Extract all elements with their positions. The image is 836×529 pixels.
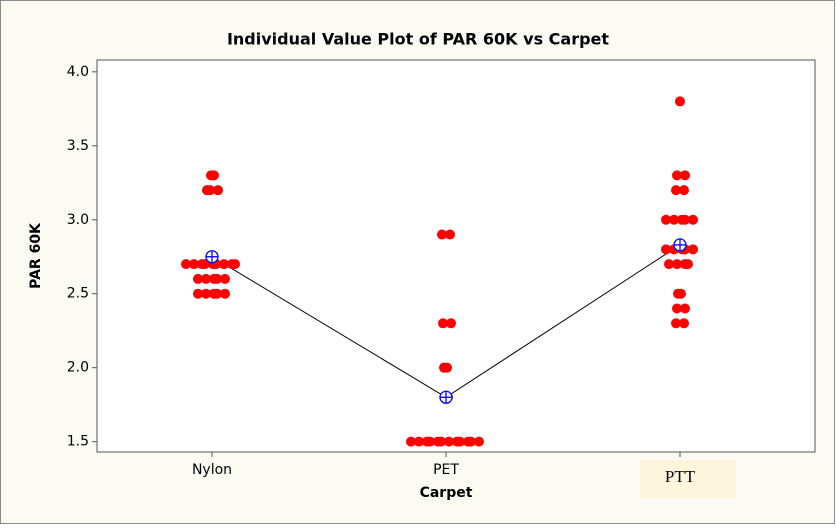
point bbox=[672, 170, 682, 181]
point bbox=[181, 259, 191, 270]
point bbox=[444, 436, 454, 447]
x-tick-label: PTT bbox=[665, 467, 696, 486]
point bbox=[414, 436, 424, 447]
point bbox=[688, 214, 698, 225]
mean-marker bbox=[205, 250, 219, 264]
point bbox=[193, 273, 203, 284]
label-box bbox=[640, 460, 736, 498]
point bbox=[676, 288, 686, 299]
point bbox=[671, 318, 681, 329]
point bbox=[438, 318, 448, 329]
y-tick-label: 3.0 bbox=[67, 212, 89, 228]
point bbox=[679, 185, 689, 196]
point bbox=[193, 288, 203, 299]
point bbox=[220, 288, 230, 299]
point bbox=[209, 170, 219, 181]
point bbox=[661, 244, 671, 255]
point bbox=[672, 259, 682, 270]
point bbox=[220, 273, 230, 284]
point bbox=[201, 273, 211, 284]
point bbox=[683, 259, 693, 270]
point bbox=[425, 436, 435, 447]
point bbox=[688, 244, 698, 255]
y-tick-label: 4.0 bbox=[67, 64, 89, 80]
plot-area bbox=[96, 59, 816, 453]
y-tick-label: 1.5 bbox=[67, 434, 89, 450]
point bbox=[442, 362, 452, 373]
point bbox=[672, 303, 682, 314]
y-tick-label: 2.5 bbox=[67, 286, 89, 302]
point bbox=[669, 214, 679, 225]
point bbox=[675, 96, 685, 107]
point bbox=[466, 436, 476, 447]
point bbox=[212, 273, 222, 284]
x-tick-label: PET bbox=[433, 462, 459, 478]
y-axis-label: PAR 60K bbox=[28, 222, 44, 289]
point bbox=[230, 259, 240, 270]
point bbox=[213, 185, 223, 196]
x-axis-label: Carpet bbox=[420, 485, 473, 501]
point bbox=[189, 259, 199, 270]
point bbox=[671, 185, 681, 196]
mean-marker bbox=[673, 238, 687, 252]
point bbox=[200, 259, 210, 270]
point bbox=[406, 436, 416, 447]
chart-title: Individual Value Plot of PAR 60K vs Carp… bbox=[227, 30, 609, 49]
point bbox=[201, 288, 211, 299]
mean-marker bbox=[439, 390, 453, 404]
point bbox=[680, 214, 690, 225]
point bbox=[446, 318, 456, 329]
point bbox=[679, 318, 689, 329]
point bbox=[680, 303, 690, 314]
point bbox=[474, 436, 484, 447]
point bbox=[205, 185, 215, 196]
y-tick-label: 3.5 bbox=[67, 138, 89, 154]
y-tick-label: 2.0 bbox=[67, 360, 89, 376]
point bbox=[212, 288, 222, 299]
point bbox=[445, 229, 455, 240]
point bbox=[664, 259, 674, 270]
point bbox=[680, 170, 690, 181]
point bbox=[436, 436, 446, 447]
x-tick-label: Nylon bbox=[192, 462, 232, 478]
point bbox=[455, 436, 465, 447]
point bbox=[437, 229, 447, 240]
point bbox=[219, 259, 229, 270]
point bbox=[661, 214, 671, 225]
